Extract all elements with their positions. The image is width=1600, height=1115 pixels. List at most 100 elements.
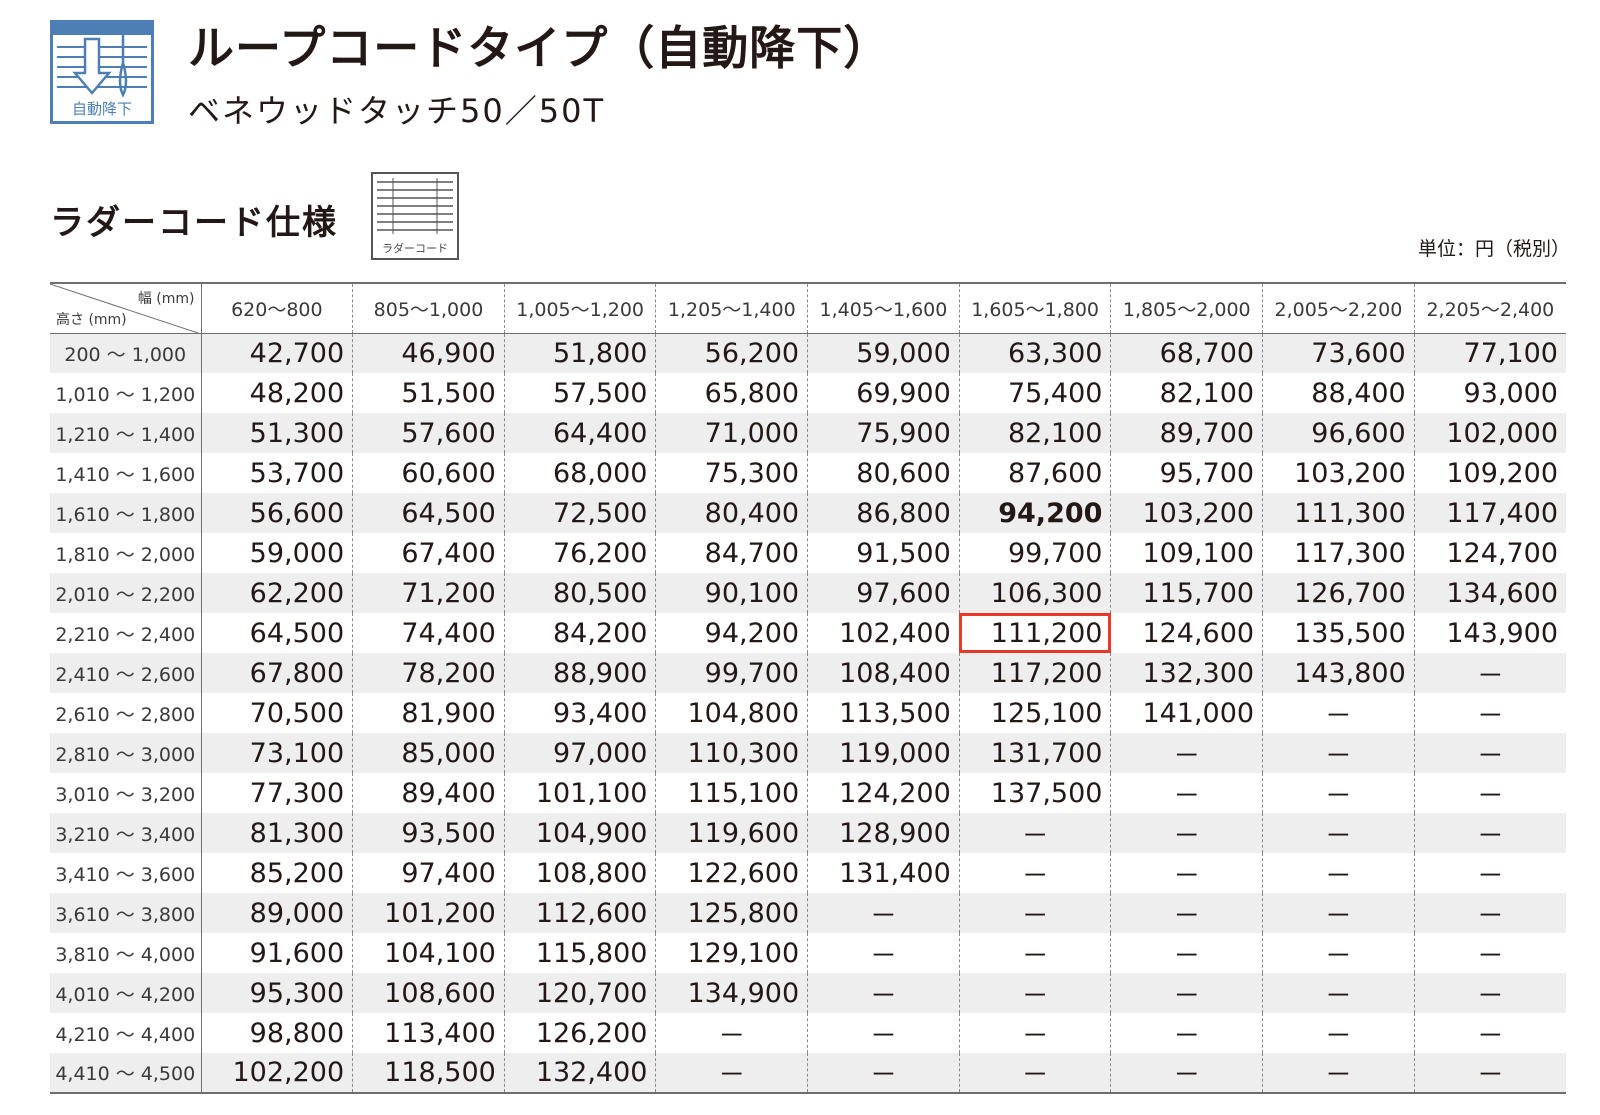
price-cell: 91,600 [200, 933, 353, 973]
price-cell: 95,300 [200, 973, 353, 1013]
price-cell: 109,200 [1413, 453, 1566, 493]
price-cell: 131,700 [958, 733, 1111, 773]
unavailable-cell: － [1110, 1013, 1263, 1053]
price-cell: 96,600 [1262, 413, 1415, 453]
price-cell: 112,600 [503, 893, 656, 933]
price-cell: 87,600 [958, 453, 1111, 493]
price-cell: 65,800 [655, 373, 808, 413]
price-cell: 70,500 [200, 693, 353, 733]
price-cell: 125,800 [655, 893, 808, 933]
price-cell: 115,800 [503, 933, 656, 973]
price-cell: 124,700 [1413, 533, 1566, 573]
unavailable-cell: － [1110, 1053, 1263, 1094]
price-cell: 102,000 [1413, 413, 1566, 453]
price-cell: 124,600 [1110, 613, 1263, 653]
price-cell: 113,400 [352, 1013, 505, 1053]
price-cell: 104,800 [655, 693, 808, 733]
unavailable-cell: － [958, 1053, 1111, 1094]
height-range-cell: 3,810 ～ 4,000 [50, 933, 202, 973]
price-cell: 48,200 [200, 373, 353, 413]
table-row: 2,610 ～ 2,800 70,500 81,900 93,400 104,800 11… [50, 693, 1566, 733]
price-cell: 115,100 [655, 773, 808, 813]
price-cell: 93,000 [1413, 373, 1566, 413]
price-cell: 56,600 [200, 493, 353, 533]
height-range-cell: 1,010 ～ 1,200 [50, 373, 202, 413]
width-range-header: 805～1,000 [352, 282, 505, 334]
unavailable-cell: － [1262, 693, 1415, 733]
unavailable-cell: － [1262, 1013, 1415, 1053]
width-range-header: 1,005～1,200 [503, 282, 656, 334]
price-cell: 97,400 [352, 853, 505, 893]
unavailable-cell: － [655, 1013, 808, 1053]
badge-label: 自動降下 [71, 100, 132, 118]
table-row: 2,410 ～ 2,600 67,800 78,200 88,900 99,700 108… [50, 653, 1566, 693]
price-cell: 129,100 [655, 933, 808, 973]
price-cell: 108,400 [807, 653, 960, 693]
ladder-cord-label: ラダーコード [382, 242, 448, 255]
auto-descent-badge: 自動降下 [50, 20, 154, 124]
price-cell: 126,700 [1262, 573, 1415, 613]
price-table: 幅 (mm) 高さ (mm) 620～800 805～1,000 1,005～1,2… [50, 282, 1566, 1094]
price-cell: 90,100 [655, 573, 808, 613]
table-row: 200 ～ 1,000 42,700 46,900 51,800 56,200 59,00… [50, 333, 1566, 373]
height-range-cell: 200 ～ 1,000 [50, 333, 202, 373]
corner-diagonal-line [50, 284, 201, 334]
table-row: 1,810 ～ 2,000 59,000 67,400 76,200 84,700 91,… [50, 533, 1566, 573]
unavailable-cell: － [1110, 973, 1263, 1013]
price-cell: 51,300 [200, 413, 353, 453]
width-range-header: 620～800 [200, 282, 353, 334]
highlighted-price-cell: 111,200 [958, 613, 1111, 653]
price-cell: 103,200 [1262, 453, 1415, 493]
price-cell: 97,000 [503, 733, 656, 773]
price-cell: 97,600 [807, 573, 960, 613]
price-cell: 109,100 [1110, 533, 1263, 573]
unavailable-cell: － [807, 973, 960, 1013]
width-range-header: 1,805～2,000 [1110, 282, 1263, 334]
price-cell: 101,100 [503, 773, 656, 813]
price-cell: 85,200 [200, 853, 353, 893]
unavailable-cell: － [1110, 733, 1263, 773]
price-cell: 75,400 [958, 373, 1111, 413]
price-cell: 57,500 [503, 373, 656, 413]
price-cell: 71,200 [352, 573, 505, 613]
unavailable-cell: － [807, 933, 960, 973]
price-cell: 77,100 [1413, 333, 1566, 373]
price-cell: 74,400 [352, 613, 505, 653]
unavailable-cell: － [1413, 893, 1566, 933]
unavailable-cell: － [1262, 893, 1415, 933]
width-axis-label: 幅 (mm) [137, 291, 195, 307]
unavailable-cell: － [655, 1053, 808, 1094]
ladder-cord-badge: ラダーコード [371, 172, 459, 260]
height-range-cell: 1,210 ～ 1,400 [50, 413, 202, 453]
price-cell: 56,200 [655, 333, 808, 373]
table-row: 4,010 ～ 4,200 95,300 108,600 120,700 134,900… [50, 973, 1566, 1013]
unavailable-cell: － [1413, 853, 1566, 893]
price-cell: 101,200 [352, 893, 505, 933]
unavailable-cell: － [958, 973, 1111, 1013]
price-cell: 104,900 [503, 813, 656, 853]
unavailable-cell: － [1262, 733, 1415, 773]
width-range-header: 1,405～1,600 [807, 282, 960, 334]
price-cell: 77,300 [200, 773, 353, 813]
table-row: 3,210 ～ 3,400 81,300 93,500 104,900 119,600 1… [50, 813, 1566, 853]
price-cell: 42,700 [200, 333, 353, 373]
table-row: 3,810 ～ 4,000 91,600 104,100 115,800 129,100… [50, 933, 1566, 973]
price-cell: 64,400 [503, 413, 656, 453]
price-cell: 64,500 [200, 613, 353, 653]
price-cell: 59,000 [200, 533, 353, 573]
unavailable-cell: － [1413, 1053, 1566, 1094]
price-cell: 86,800 [807, 493, 960, 533]
unavailable-cell: － [1262, 853, 1415, 893]
price-cell: 108,600 [352, 973, 505, 1013]
unavailable-cell: － [958, 813, 1111, 853]
price-cell: 75,900 [807, 413, 960, 453]
price-cell: 80,500 [503, 573, 656, 613]
price-cell: 89,700 [1110, 413, 1263, 453]
unavailable-cell: － [1110, 773, 1263, 813]
price-cell: 119,600 [655, 813, 808, 853]
price-cell: 76,200 [503, 533, 656, 573]
price-cell: 125,100 [958, 693, 1111, 733]
price-cell: 68,000 [503, 453, 656, 493]
price-cell: 94,200 [655, 613, 808, 653]
width-range-header: 1,205～1,400 [655, 282, 808, 334]
